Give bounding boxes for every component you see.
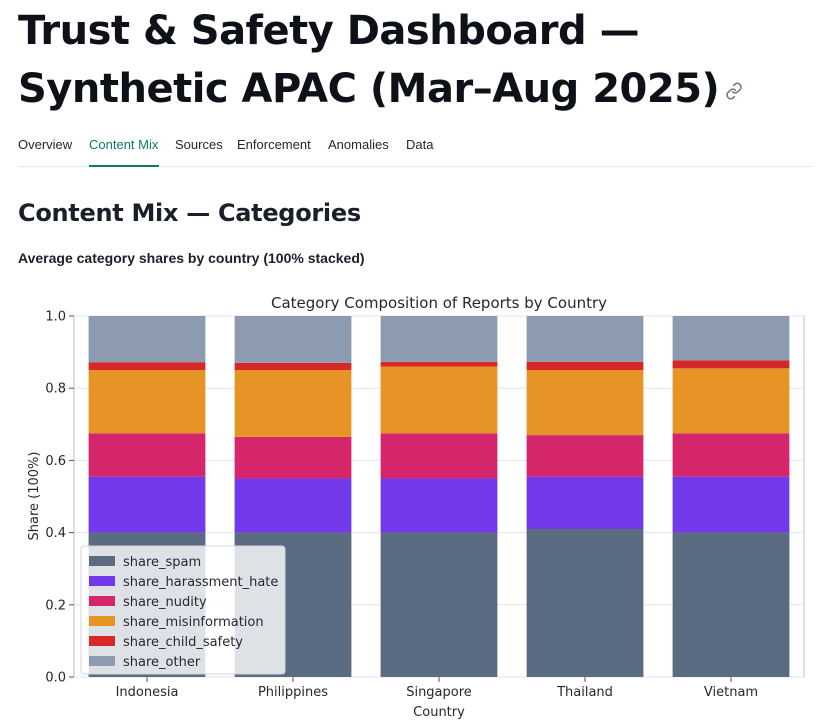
bar-segment-share-child-safety [672,360,790,369]
legend-swatch [89,616,115,626]
bar-segment-share-misinformation [672,368,790,434]
legend-swatch [89,596,115,606]
y-tick-label: 0.4 [45,526,66,541]
tab-sources[interactable]: Sources [175,137,223,152]
bar-segment-share-spam [672,532,790,677]
bar-segment-share-nudity [672,433,790,477]
x-tick-label: Indonesia [116,685,179,700]
x-tick-label: Singapore [406,685,472,700]
tab-content-mix[interactable]: Content Mix [89,137,159,152]
legend-label: share_child_safety [123,635,243,650]
bar-segment-share-nudity [380,433,498,479]
x-tick-label: Philippines [258,685,328,700]
y-tick-label: 1.0 [45,310,66,325]
section-title: Content Mix — Categories [18,199,361,227]
page-title: Trust & Safety Dashboard — Synthetic APA… [18,2,808,118]
x-tick-label: Vietnam [704,685,758,700]
bar-segment-share-spam [380,532,498,677]
legend-label: share_spam [123,555,201,570]
chart-title: Category Composition of Reports by Count… [271,294,607,312]
x-tick-label: Thailand [556,685,613,700]
chart-caption: Average category shares by country (100%… [18,250,365,266]
axes: 0.0 0.2 0.4 0.6 0.8 1.0 Indonesia Philippines Si… [45,310,758,701]
bar-segment-share-harassment-hate [88,476,206,533]
bar-segment-share-other [672,316,790,361]
bar-segment-share-harassment-hate [380,478,498,533]
bar-segment-share-harassment-hate [234,478,352,533]
bar-segment-share-nudity [88,433,206,477]
bar-segment-share-child-safety [88,362,206,371]
legend-label: share_nudity [123,595,207,610]
stacked-bar-chart: 0.0 0.2 0.4 0.6 0.8 1.0 Indonesia Philippines Si… [27,294,805,720]
tab-enforcement[interactable]: Enforcement [237,137,311,152]
bar-segment-share-misinformation [234,370,352,437]
legend-swatch [89,636,115,646]
legend-label: share_harassment_hate [123,575,278,590]
bar-segment-share-child-safety [526,361,644,371]
tab-data[interactable]: Data [406,137,434,152]
bar-segment-share-child-safety [380,361,498,367]
tab-anomalies[interactable]: Anomalies [328,137,389,152]
bar-segment-share-nudity [234,436,352,479]
legend-box [80,545,286,675]
tab-bar: Overview Content Mix Sources Enforcement… [18,126,812,167]
bar-segment-share-misinformation [88,370,206,434]
legend: share_spam share_harassment_hate share_nud… [80,545,286,675]
x-axis-label: Country [413,705,465,720]
legend-swatch [89,556,115,566]
bar-segment-share-other [88,316,206,363]
bar-segment-share-misinformation [526,370,644,436]
bar-segment-share-other [234,316,352,363]
bar-segment-share-spam [526,528,644,677]
y-tick-label: 0.6 [45,454,66,469]
y-tick-label: 0.2 [45,598,66,613]
bar-segment-share-harassment-hate [672,476,790,533]
legend-label: share_misinformation [123,615,264,630]
y-axis-label: Share (100%) [27,452,42,541]
legend-swatch [89,576,115,586]
tab-overview[interactable]: Overview [18,137,73,152]
y-tick-label: 0.0 [45,671,66,686]
legend-swatch [89,656,115,666]
legend-label: share_other [123,655,201,670]
bar-segment-share-misinformation [380,366,498,434]
bar-segment-share-harassment-hate [526,476,644,529]
bar-segment-share-child-safety [234,362,352,371]
page-title-text: Trust & Safety Dashboard — Synthetic APA… [18,8,720,112]
bar-segment-share-nudity [526,435,644,477]
active-tab-indicator [89,165,159,167]
bar-segment-share-other [526,316,644,362]
y-tick-label: 0.8 [45,382,66,397]
bar-segment-share-other [380,316,498,362]
link-icon[interactable] [725,82,743,100]
